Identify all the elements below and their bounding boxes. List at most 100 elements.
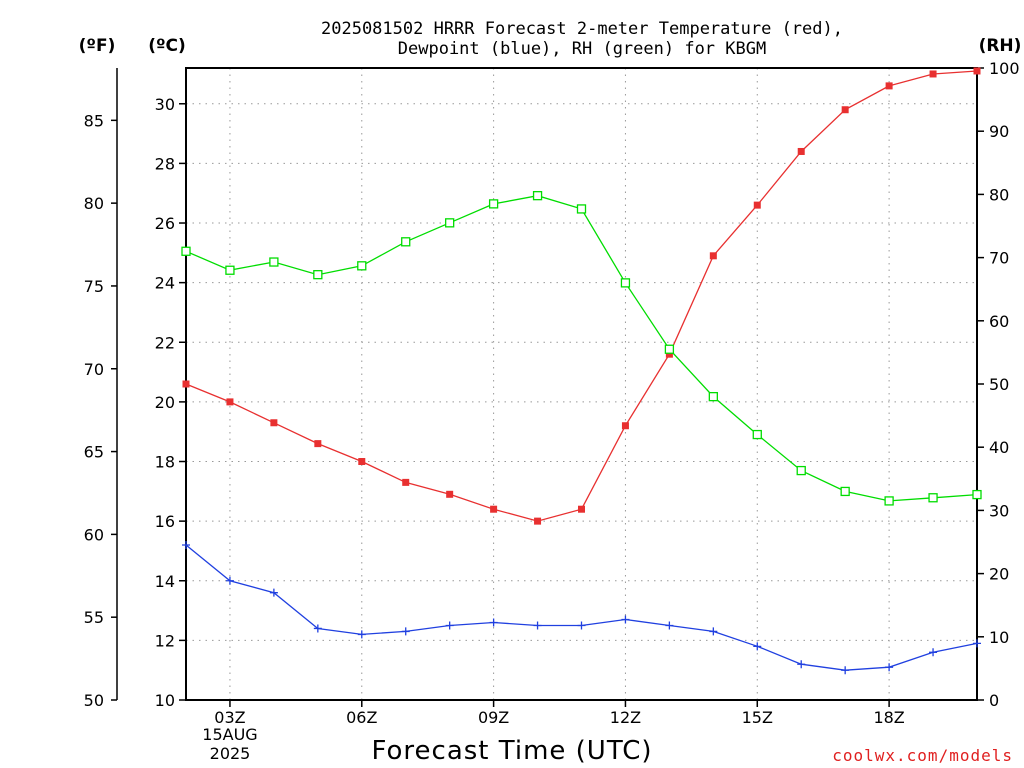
dewpoint-point — [269, 588, 278, 597]
dewpoint-point — [533, 621, 542, 630]
time-tick-label: 06Z — [346, 708, 377, 727]
temperature-point — [929, 70, 937, 78]
dewpoint-point — [489, 618, 498, 627]
temperature-point — [621, 422, 629, 430]
dewpoint-point — [753, 642, 762, 651]
fahrenheit-tick-label: 65 — [84, 443, 104, 462]
rh-axis: 0 10 20 30 40 50 60 70 80 90 100 — [977, 59, 1020, 710]
rh-point — [972, 489, 982, 500]
rh-point — [401, 237, 411, 247]
dewpoint-point — [401, 627, 410, 636]
rh-point — [576, 204, 587, 214]
celsius-tick-label: 28 — [155, 154, 175, 173]
celsius-tick-label: 14 — [155, 572, 175, 591]
fahrenheit-axis: 50 55 60 65 70 75 80 85 — [84, 111, 117, 710]
time-tick-label: 18Z — [873, 708, 904, 727]
temperature-point — [226, 398, 234, 406]
rh-point — [488, 199, 499, 209]
credit-label: coolwx.com/models — [832, 746, 1013, 765]
rh-unit-label: (RH) — [979, 36, 1022, 56]
dewpoint-point — [797, 660, 806, 669]
rh-point — [181, 246, 191, 256]
dewpoint-line — [185, 544, 978, 671]
rh-tick-label: 20 — [989, 565, 1009, 584]
chart-title-line-2: Dewpoint (blue), RH (green) for KBGM — [398, 39, 766, 59]
date-label-year: 2025 — [210, 744, 251, 763]
rh-point — [269, 257, 279, 267]
dewpoint-point — [182, 540, 190, 549]
grid-lines — [186, 68, 977, 700]
dewpoint-point — [577, 621, 586, 630]
dewpoint-point — [313, 624, 322, 633]
celsius-axis: 10 12 14 16 18 20 22 24 26 28 30 — [155, 95, 186, 710]
temperature-point — [402, 478, 410, 486]
rh-point — [620, 278, 631, 288]
temperature-point — [270, 419, 278, 427]
temperature-point — [753, 201, 761, 209]
dewpoint-point — [841, 666, 850, 675]
rh-point — [532, 191, 543, 201]
temperature-point — [578, 505, 585, 513]
rh-point — [357, 261, 367, 271]
fahrenheit-tick-label: 60 — [84, 525, 104, 544]
dewpoint-point — [445, 621, 454, 630]
rh-point — [796, 465, 806, 476]
temperature-point — [885, 82, 893, 90]
temperature-point — [490, 505, 498, 513]
temperature-point — [534, 517, 542, 525]
temperature-point — [665, 350, 673, 358]
time-axis: 03Z 06Z 09Z 12Z 15Z 18Z — [214, 700, 905, 727]
fahrenheit-unit-label: (ºF) — [79, 36, 116, 56]
fahrenheit-tick-label: 55 — [84, 608, 104, 627]
dewpoint-point — [225, 576, 234, 585]
time-tick-label: 12Z — [610, 708, 641, 727]
temperature-point — [314, 440, 322, 448]
rh-point — [664, 344, 675, 354]
fahrenheit-tick-label: 75 — [84, 277, 104, 296]
time-tick-label: 09Z — [478, 708, 509, 727]
x-axis-label: Forecast Time (UTC) — [371, 736, 652, 766]
rh-point — [313, 270, 323, 280]
temperature-point — [973, 67, 981, 75]
temperature-point — [709, 252, 717, 260]
dewpoint-point — [709, 627, 718, 636]
dewpoint-point — [929, 648, 938, 657]
celsius-tick-label: 22 — [155, 333, 175, 352]
temperature-point — [446, 490, 454, 498]
fahrenheit-tick-label: 85 — [84, 111, 104, 130]
rh-tick-label: 100 — [989, 59, 1020, 78]
celsius-tick-label: 26 — [155, 214, 175, 233]
dewpoint-point — [665, 621, 674, 630]
celsius-tick-label: 24 — [155, 274, 175, 293]
celsius-tick-label: 30 — [155, 95, 175, 114]
rh-tick-label: 50 — [989, 375, 1009, 394]
dewpoint-point — [621, 615, 630, 624]
rh-point — [928, 493, 938, 503]
celsius-tick-label: 16 — [155, 512, 175, 531]
rh-tick-label: 10 — [989, 628, 1009, 647]
dewpoint-point — [885, 663, 894, 672]
rh-point — [708, 391, 718, 402]
rh-point — [445, 218, 455, 228]
temperature-point — [797, 147, 805, 155]
rh-tick-label: 90 — [989, 122, 1009, 141]
rh-point — [225, 265, 235, 275]
fahrenheit-tick-label: 50 — [84, 691, 104, 710]
fahrenheit-tick-label: 70 — [84, 360, 104, 379]
rh-point — [884, 496, 894, 506]
plot-frame — [185, 67, 978, 701]
temperature-point — [841, 106, 849, 114]
celsius-tick-label: 20 — [155, 393, 175, 412]
dewpoint-point — [357, 630, 366, 639]
rh-point — [840, 486, 850, 497]
celsius-tick-label: 18 — [155, 453, 175, 472]
rh-tick-label: 70 — [989, 249, 1009, 268]
temperature-point — [358, 458, 366, 466]
temperature-line — [185, 70, 978, 522]
rh-tick-label: 30 — [989, 501, 1009, 520]
rh-tick-label: 40 — [989, 438, 1009, 457]
rh-tick-label: 60 — [989, 312, 1009, 331]
dewpoint-point — [973, 639, 981, 648]
celsius-tick-label: 12 — [155, 631, 175, 650]
